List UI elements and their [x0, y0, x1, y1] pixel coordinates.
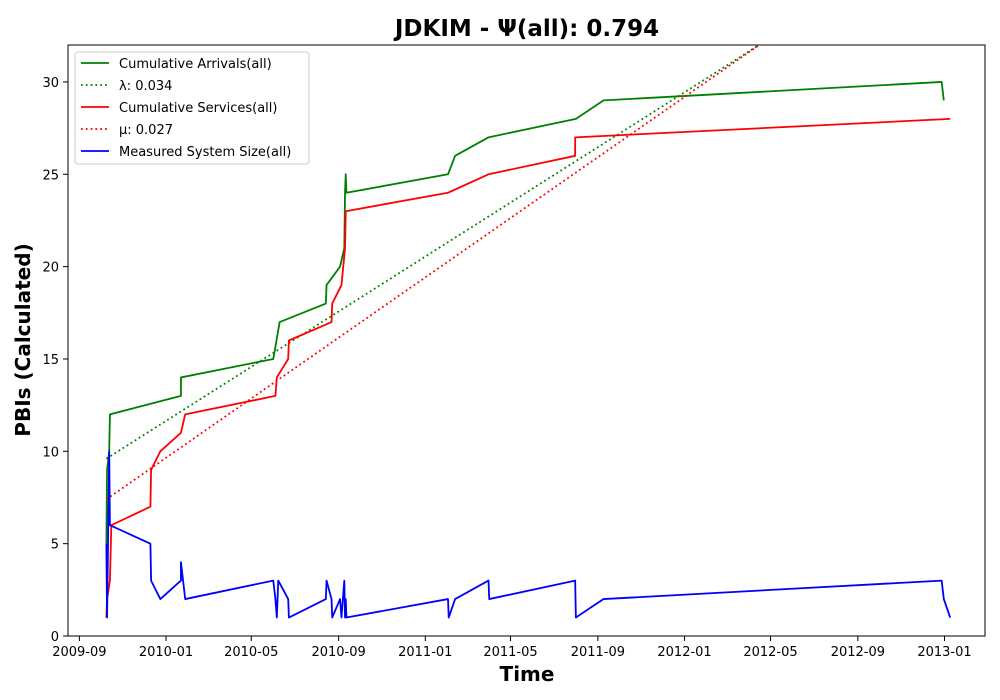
series-line-4 [105, 450, 952, 619]
x-tick-label: 2010-09 [311, 645, 365, 660]
y-tick-label: 5 [51, 538, 59, 553]
y-axis: 0 5 10 15 20 25 30 [42, 76, 68, 645]
x-tick-label: 2013-01 [917, 645, 971, 660]
legend-label-1: λ: 0.034 [119, 79, 172, 94]
legend: Cumulative Arrivals(all) λ: 0.034 Cumulati… [74, 51, 310, 165]
x-axis: 2009-09 2010-01 2010-05 2010-09 2011-01 2011-… [52, 636, 972, 660]
legend-label-2: Cumulative Services(all) [119, 101, 277, 116]
y-tick-label: 30 [42, 76, 59, 91]
y-tick-label: 10 [42, 445, 59, 460]
x-tick-label: 2012-05 [743, 645, 797, 660]
x-tick-label: 2010-01 [139, 645, 193, 660]
legend-label-4: Measured System Size(all) [119, 145, 291, 160]
y-tick-label: 0 [51, 630, 59, 645]
legend-box [74, 51, 310, 165]
series-line-0 [105, 81, 945, 544]
legend-label-0: Cumulative Arrivals(all) [119, 57, 272, 72]
series-line-3 [105, 45, 760, 501]
x-tick-label: 2009-09 [52, 645, 106, 660]
x-tick-label: 2012-09 [831, 645, 885, 660]
x-axis-label: Time [500, 662, 555, 686]
x-tick-label: 2012-01 [657, 645, 711, 660]
chart-title: JDKIM - Ψ(all): 0.794 [393, 16, 659, 42]
series-line-1 [105, 45, 760, 460]
y-tick-label: 25 [42, 168, 59, 183]
series-line-2 [105, 117, 951, 618]
x-tick-label: 2010-05 [224, 645, 278, 660]
plot-lines [105, 45, 952, 619]
x-tick-label: 2011-05 [483, 645, 537, 660]
y-tick-label: 20 [42, 261, 59, 276]
y-tick-label: 15 [42, 353, 59, 368]
x-tick-label: 2011-09 [571, 645, 625, 660]
legend-label-3: μ: 0.027 [119, 123, 173, 138]
x-tick-label: 2011-01 [398, 645, 452, 660]
y-axis-label: PBIs (Calculated) [11, 243, 35, 436]
plot-frame [67, 44, 986, 637]
